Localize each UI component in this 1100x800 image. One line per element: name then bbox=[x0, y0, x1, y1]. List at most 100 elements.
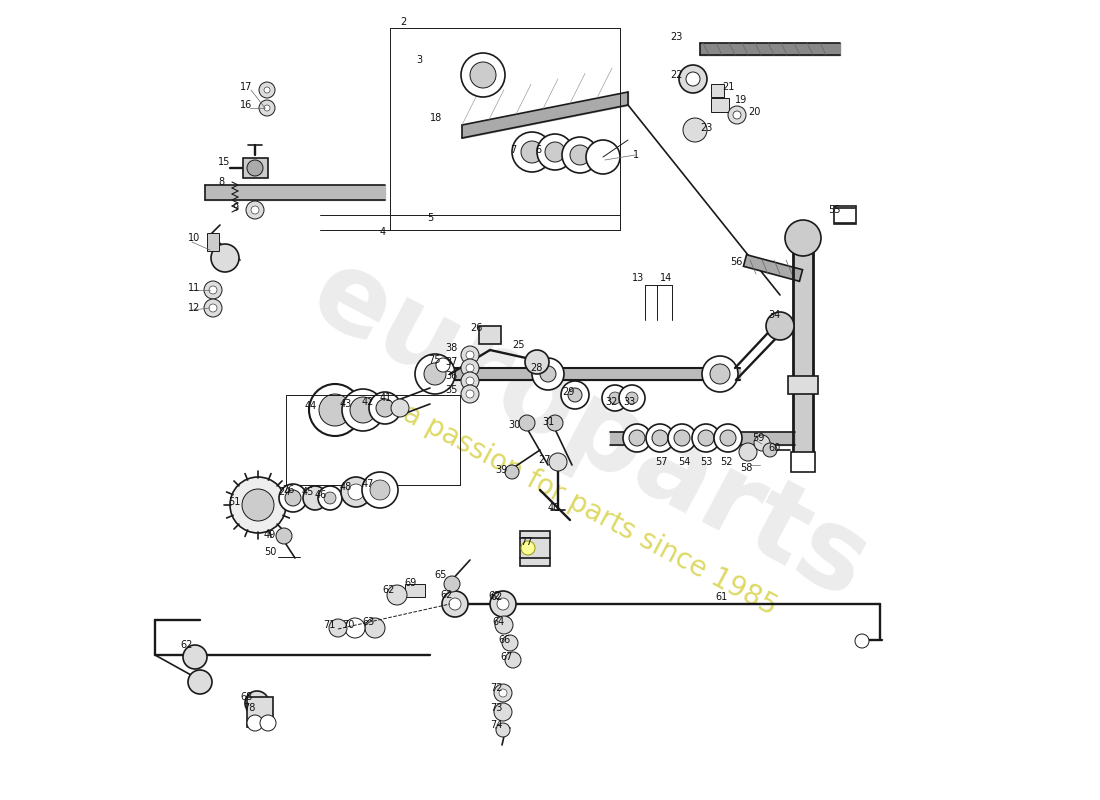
Text: 23: 23 bbox=[670, 32, 682, 42]
Text: 40: 40 bbox=[548, 503, 560, 513]
Text: 62: 62 bbox=[382, 585, 395, 595]
Circle shape bbox=[209, 286, 217, 294]
Text: 17: 17 bbox=[240, 82, 252, 92]
Circle shape bbox=[739, 443, 757, 461]
Circle shape bbox=[623, 424, 651, 452]
Circle shape bbox=[698, 430, 714, 446]
Circle shape bbox=[733, 111, 741, 119]
Circle shape bbox=[540, 366, 556, 382]
Circle shape bbox=[521, 141, 543, 163]
Circle shape bbox=[376, 399, 394, 417]
Bar bbox=[788, 376, 818, 394]
Text: 41: 41 bbox=[379, 393, 393, 403]
Text: 77: 77 bbox=[520, 537, 532, 547]
Circle shape bbox=[309, 384, 361, 436]
Bar bbox=[711, 83, 724, 97]
Circle shape bbox=[562, 137, 598, 173]
Circle shape bbox=[319, 394, 351, 426]
Text: 18: 18 bbox=[430, 113, 442, 123]
Circle shape bbox=[279, 484, 307, 512]
Circle shape bbox=[505, 652, 521, 668]
Circle shape bbox=[668, 424, 696, 452]
Circle shape bbox=[499, 689, 507, 697]
Circle shape bbox=[549, 453, 566, 471]
Text: 66: 66 bbox=[498, 635, 510, 645]
Circle shape bbox=[342, 389, 384, 431]
Bar bbox=[711, 98, 729, 112]
Circle shape bbox=[449, 598, 461, 610]
Text: 21: 21 bbox=[722, 82, 735, 92]
Text: 72: 72 bbox=[490, 683, 503, 693]
Bar bbox=[405, 583, 425, 597]
Text: 33: 33 bbox=[623, 397, 636, 407]
Circle shape bbox=[602, 385, 628, 411]
Circle shape bbox=[424, 363, 446, 385]
Text: 39: 39 bbox=[495, 465, 507, 475]
Text: 10: 10 bbox=[188, 233, 200, 243]
Circle shape bbox=[714, 424, 742, 452]
Bar bbox=[834, 206, 856, 224]
Text: 64: 64 bbox=[492, 617, 504, 627]
Text: 58: 58 bbox=[740, 463, 752, 473]
Circle shape bbox=[258, 100, 275, 116]
Text: 15: 15 bbox=[218, 157, 230, 167]
Text: 13: 13 bbox=[632, 273, 645, 283]
Circle shape bbox=[390, 399, 409, 417]
Text: 52: 52 bbox=[720, 457, 733, 467]
Circle shape bbox=[211, 244, 239, 272]
Bar bbox=[478, 326, 500, 344]
Circle shape bbox=[683, 118, 707, 142]
Circle shape bbox=[547, 415, 563, 431]
Circle shape bbox=[519, 415, 535, 431]
Text: 63: 63 bbox=[362, 617, 374, 627]
Text: 2: 2 bbox=[400, 17, 406, 27]
Text: 74: 74 bbox=[490, 720, 503, 730]
Circle shape bbox=[248, 715, 263, 731]
Text: 69: 69 bbox=[404, 578, 416, 588]
Text: 28: 28 bbox=[530, 363, 542, 373]
Text: 7: 7 bbox=[510, 145, 516, 155]
Text: 62: 62 bbox=[488, 591, 501, 601]
Text: 53: 53 bbox=[700, 457, 713, 467]
Circle shape bbox=[496, 723, 510, 737]
Text: 1: 1 bbox=[632, 150, 639, 160]
Circle shape bbox=[444, 576, 460, 592]
Circle shape bbox=[183, 645, 207, 669]
Text: 56: 56 bbox=[730, 257, 743, 267]
Text: 73: 73 bbox=[490, 703, 503, 713]
Text: 42: 42 bbox=[362, 397, 374, 407]
Text: 20: 20 bbox=[748, 107, 760, 117]
Text: 5: 5 bbox=[427, 213, 433, 223]
Text: 29: 29 bbox=[562, 387, 574, 397]
Text: 75: 75 bbox=[428, 355, 440, 365]
Circle shape bbox=[763, 443, 777, 457]
Text: 30: 30 bbox=[508, 420, 520, 430]
Circle shape bbox=[466, 351, 474, 359]
Text: 35: 35 bbox=[446, 385, 458, 395]
Circle shape bbox=[242, 489, 274, 521]
Text: 38: 38 bbox=[446, 343, 458, 353]
Bar bbox=[744, 254, 803, 282]
Text: 4: 4 bbox=[379, 227, 386, 237]
Circle shape bbox=[264, 87, 270, 93]
Circle shape bbox=[461, 53, 505, 97]
Circle shape bbox=[442, 591, 468, 617]
Circle shape bbox=[495, 616, 513, 634]
Circle shape bbox=[329, 619, 346, 637]
Text: 14: 14 bbox=[660, 273, 672, 283]
Circle shape bbox=[619, 385, 645, 411]
Circle shape bbox=[260, 715, 276, 731]
Circle shape bbox=[561, 381, 588, 409]
Circle shape bbox=[246, 201, 264, 219]
Circle shape bbox=[387, 585, 407, 605]
Circle shape bbox=[505, 465, 519, 479]
Circle shape bbox=[362, 472, 398, 508]
Text: 37: 37 bbox=[446, 357, 458, 367]
Circle shape bbox=[368, 392, 402, 424]
Circle shape bbox=[318, 486, 342, 510]
Circle shape bbox=[258, 82, 275, 98]
Text: 11: 11 bbox=[188, 283, 200, 293]
Bar bbox=[248, 697, 273, 727]
Text: 45: 45 bbox=[302, 487, 315, 497]
Bar bbox=[242, 158, 267, 178]
